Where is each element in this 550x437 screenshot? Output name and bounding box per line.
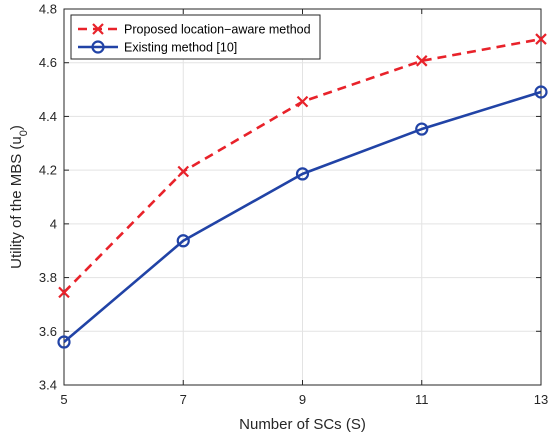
y-tick-label: 4.2: [39, 163, 57, 178]
y-tick-label: 4.4: [39, 109, 57, 124]
x-axis-label: Number of SCs (S): [239, 416, 366, 433]
data-point: [58, 286, 70, 299]
y-tick-label: 4.6: [39, 55, 57, 70]
x-tick-label: 7: [180, 392, 187, 407]
data-point: [295, 167, 310, 181]
x-tick-label: 9: [299, 392, 306, 407]
legend-label: Proposed location−aware method: [124, 23, 311, 37]
x-tick-label: 11: [415, 392, 429, 407]
x-tick-label: 5: [60, 392, 67, 407]
data-point: [177, 165, 190, 178]
y-tick-label: 4.8: [39, 2, 57, 17]
data-point: [415, 55, 428, 67]
series-2: [57, 85, 548, 349]
legend-box: [70, 14, 321, 60]
legend-item: Proposed location−aware method: [78, 23, 311, 37]
legend-marker: [92, 23, 104, 35]
y-axis-label: Utility of the MBS (u0): [8, 125, 30, 269]
y-tick-label: 3.8: [39, 270, 57, 285]
legend-items: Proposed location−aware method Existing m…: [78, 23, 311, 55]
data-point: [296, 95, 309, 108]
legend-label: Existing method [10]: [124, 41, 237, 55]
y-tick-label: 3.6: [39, 324, 57, 339]
data-point: [57, 335, 71, 349]
series-line: [63, 90, 542, 344]
x-tick-label: 13: [534, 392, 548, 407]
data-point: [534, 85, 548, 99]
y-tick-label: 4: [50, 216, 57, 231]
data-point: [535, 33, 547, 45]
y-axis-label-close: ): [8, 125, 25, 130]
legend-marker: [91, 40, 105, 54]
series-1: [58, 33, 547, 299]
data-point: [415, 122, 429, 136]
y-tick-label: 3.4: [39, 378, 57, 393]
y-axis-label-main: Utility of the MBS (u: [8, 136, 25, 269]
axis-ticks: 5 7 9 11 13 3.4 3.6 3.8 4 4.2 4.4 4.6 4.8: [39, 2, 548, 408]
legend-item: Existing method [10]: [78, 40, 237, 55]
data-point: [176, 234, 190, 248]
y-axis-label-subscript: 0: [18, 130, 30, 136]
series-layer: [57, 33, 548, 349]
legend: Proposed location−aware method Existing m…: [70, 14, 321, 60]
